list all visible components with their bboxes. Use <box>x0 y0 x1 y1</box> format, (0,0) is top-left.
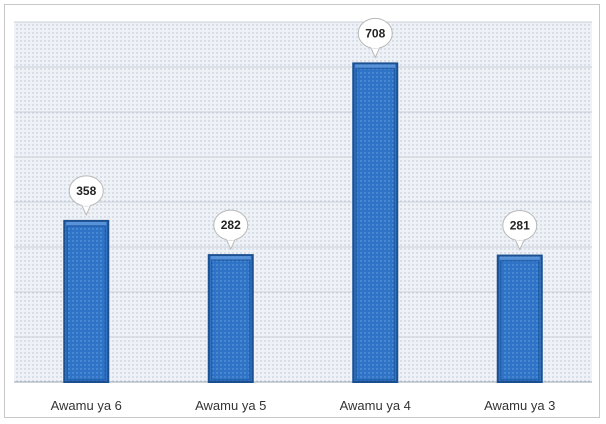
bubble-joint <box>515 235 524 241</box>
bar-bevel <box>355 64 396 69</box>
bar-4 <box>496 254 543 383</box>
category-labels: Awamu ya 6 Awamu ya 5 Awamu ya 4 Awamu ya 3 <box>51 398 556 413</box>
bubble-joint <box>371 43 380 49</box>
data-label-text: 708 <box>365 26 385 40</box>
data-label-text: 282 <box>221 218 241 232</box>
bar-inner-edge <box>66 225 106 381</box>
category-label: Awamu ya 3 <box>484 398 555 413</box>
bars <box>63 62 543 384</box>
bar-1 <box>63 219 110 383</box>
bar <box>352 62 399 384</box>
data-label-text: 281 <box>510 219 530 233</box>
bar-inner-edge <box>355 67 395 381</box>
category-label: Awamu ya 4 <box>340 398 411 413</box>
bubble-joint <box>226 235 235 241</box>
bar-inner-edge <box>211 259 251 381</box>
bar-inner-edge <box>500 259 540 381</box>
data-label-2: 282 <box>213 209 249 251</box>
data-label-1: 358 <box>68 175 104 217</box>
data-labels: 358 282 708 281 <box>68 17 538 251</box>
bar-bevel <box>499 256 540 261</box>
bar <box>207 254 254 384</box>
data-label-4: 281 <box>502 210 538 251</box>
category-label: Awamu ya 6 <box>51 398 122 413</box>
bar-2 <box>207 254 254 384</box>
gridlines <box>14 21 592 383</box>
data-label-3: 708 <box>357 17 393 59</box>
bar <box>63 219 110 383</box>
bar <box>496 254 543 383</box>
bar-3 <box>352 62 399 384</box>
bubble-joint <box>82 200 91 206</box>
bar-bevel <box>66 221 107 226</box>
category-label: Awamu ya 5 <box>195 398 266 413</box>
data-label-text: 358 <box>76 184 96 198</box>
bar-bevel <box>210 256 251 261</box>
